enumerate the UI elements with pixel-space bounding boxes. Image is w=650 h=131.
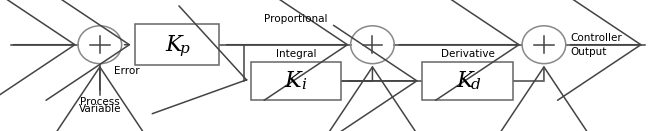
Text: i: i <box>302 78 306 92</box>
Text: Integral: Integral <box>276 49 317 59</box>
Text: Process: Process <box>80 97 120 107</box>
Text: Proportional: Proportional <box>264 14 328 24</box>
Text: Output: Output <box>571 47 607 57</box>
Text: p: p <box>179 42 189 56</box>
Text: Controller: Controller <box>571 33 623 43</box>
Text: K: K <box>285 70 302 92</box>
Text: d: d <box>471 78 480 92</box>
Text: K: K <box>165 34 182 56</box>
Text: Error: Error <box>114 66 139 76</box>
FancyBboxPatch shape <box>422 62 514 100</box>
FancyBboxPatch shape <box>252 62 341 100</box>
FancyBboxPatch shape <box>135 24 219 65</box>
Text: K: K <box>456 70 473 92</box>
Text: Derivative: Derivative <box>441 49 495 59</box>
Text: Variable: Variable <box>79 104 121 114</box>
